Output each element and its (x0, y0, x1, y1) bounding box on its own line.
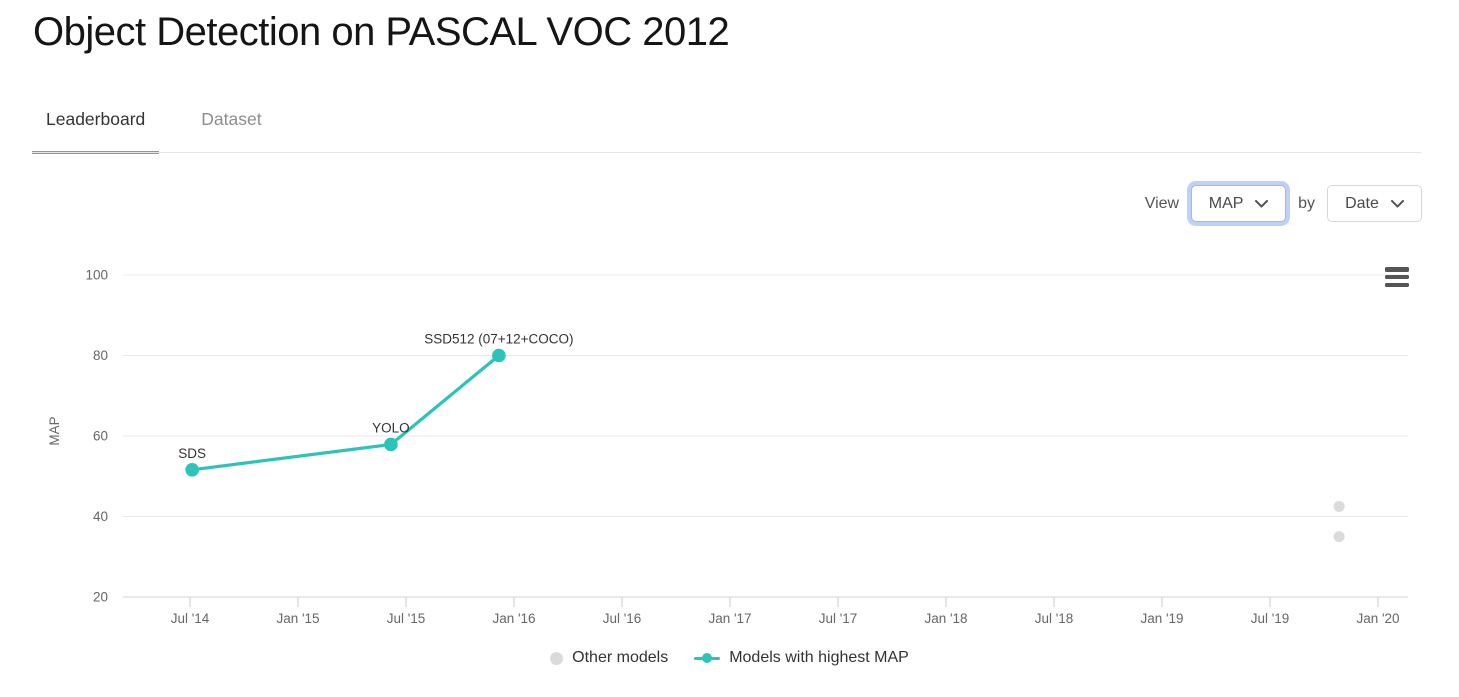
chart-menu-button[interactable] (1385, 267, 1409, 287)
x-tick-label: Jan '16 (492, 611, 535, 626)
legend-highest-map-label: Models with highest MAP (729, 649, 909, 666)
gray-dot-icon (550, 651, 564, 665)
hamburger-icon (1385, 267, 1409, 272)
leaderboard-chart: 100 80 60 40 20 MAP Jul '14 Jan '15 Jul '15 Jan '… (0, 250, 1459, 640)
map-chart-svg: 100 80 60 40 20 MAP Jul '14 Jan '15 Jul '15 Jan '… (47, 268, 1408, 626)
view-label: View (1144, 194, 1180, 212)
chart-controls: View MAP by Date (1145, 185, 1422, 222)
legend-other-models-label: Other models (572, 649, 669, 666)
y-tick-label: 100 (85, 268, 108, 283)
y-tick-label: 20 (93, 590, 108, 605)
tab-divider (32, 152, 1421, 153)
chevron-down-icon (1255, 199, 1269, 208)
tab-leaderboard-label: Leaderboard (46, 109, 146, 129)
tab-bar: Leaderboard Dataset (32, 101, 304, 154)
y-tick-label: 80 (93, 348, 108, 363)
x-tick-label: Jan '15 (276, 611, 319, 626)
y-tick-label: 40 (93, 509, 108, 524)
x-tick-label: Jul '19 (1251, 611, 1290, 626)
y-tick-label: 60 (93, 429, 108, 444)
x-tick-label: Jul '15 (387, 611, 426, 626)
data-point-label: SDS (178, 446, 206, 461)
data-point-YOLO[interactable] (384, 437, 398, 452)
legend-highest-map[interactable]: Models with highest MAP (694, 649, 909, 667)
x-tick-label: Jul '16 (603, 611, 642, 626)
metric-select[interactable]: MAP (1191, 185, 1287, 222)
by-label: by (1298, 194, 1315, 212)
x-tick-label: Jan '20 (1356, 611, 1399, 626)
sort-select-value: Date (1345, 194, 1379, 212)
other-model-point[interactable] (1333, 531, 1345, 543)
chevron-down-icon (1390, 199, 1404, 208)
x-tick-label: Jul '18 (1035, 611, 1074, 626)
x-tick-label: Jul '17 (819, 611, 858, 626)
data-point-SDS[interactable] (185, 463, 199, 477)
legend-other-models[interactable]: Other models (550, 649, 668, 667)
data-point-label: YOLO (372, 420, 410, 435)
x-tick-label: Jan '18 (924, 611, 967, 626)
series-line-highest-map (190, 353, 501, 472)
x-tick-label: Jul '14 (171, 611, 210, 626)
metric-select-value: MAP (1208, 194, 1244, 212)
teal-line-dot-icon (694, 653, 721, 663)
x-tick-label: Jan '17 (708, 611, 751, 626)
chart-legend: Other models Models with highest MAP (0, 649, 1459, 667)
sort-select[interactable]: Date (1327, 185, 1422, 222)
y-axis-title: MAP (47, 416, 62, 445)
page-title: Object Detection on PASCAL VOC 2012 (33, 10, 730, 54)
data-point-label: SSD512 (07+12+COCO) (424, 332, 573, 347)
tab-dataset[interactable]: Dataset (187, 101, 275, 154)
other-model-point[interactable] (1333, 500, 1345, 512)
tab-dataset-label: Dataset (201, 109, 262, 129)
x-tick-label: Jan '19 (1140, 611, 1183, 626)
tab-leaderboard[interactable]: Leaderboard (32, 101, 160, 154)
data-point-SSD512 (07+12+COCO)[interactable] (492, 348, 506, 363)
